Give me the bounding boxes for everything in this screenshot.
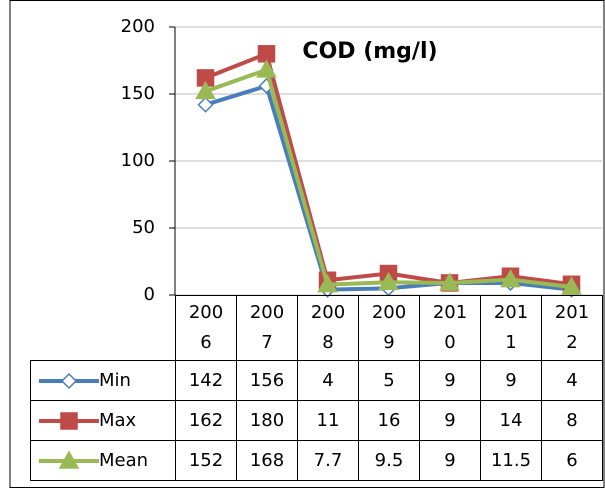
table-value: 168 xyxy=(236,440,298,481)
legend-symbol xyxy=(39,372,99,389)
legend-marker xyxy=(58,449,80,469)
series-line xyxy=(204,83,572,292)
table-value: 9 xyxy=(419,440,481,481)
table-value: 162 xyxy=(175,400,237,441)
table-value: 7.7 xyxy=(297,440,359,481)
table-value: 9 xyxy=(419,400,481,441)
x-tick-label: 2008 xyxy=(297,295,359,361)
legend-label: Min xyxy=(99,369,131,391)
legend-marker xyxy=(60,411,78,430)
table-value: 9 xyxy=(419,360,481,401)
chart-title: COD (mg/l) xyxy=(302,39,437,64)
legend-marker xyxy=(60,372,78,389)
y-tick-label: 100 xyxy=(121,150,155,171)
data-point xyxy=(378,271,399,291)
table-value: 180 xyxy=(236,400,298,441)
data-point xyxy=(256,59,277,78)
x-tick-label: 2009 xyxy=(358,295,420,361)
table-value: 142 xyxy=(175,360,237,401)
x-tick-label: 2011 xyxy=(480,295,542,361)
legend-cell: Min xyxy=(30,360,176,401)
data-point xyxy=(439,272,460,291)
table-value: 5 xyxy=(358,360,420,401)
y-tick-label: 150 xyxy=(121,83,155,104)
x-tick-label: 2012 xyxy=(541,295,603,361)
data-point xyxy=(317,274,338,293)
y-tick-label: 0 xyxy=(144,284,155,305)
table-value: 4 xyxy=(297,360,359,401)
legend-label: Mean xyxy=(99,449,149,471)
data-point xyxy=(195,80,216,100)
x-tick-label: 2006 xyxy=(175,295,237,361)
table-value: 9.5 xyxy=(358,440,420,481)
table-value: 156 xyxy=(236,360,298,401)
table-value: 4 xyxy=(541,360,603,401)
legend-cell: Mean xyxy=(30,440,176,481)
table-value: 11 xyxy=(297,400,359,441)
table-value: 16 xyxy=(358,400,420,441)
data-point xyxy=(500,269,521,288)
legend-label: Max xyxy=(99,409,137,431)
table-value: 152 xyxy=(175,440,237,481)
x-tick-label: 2007 xyxy=(236,295,298,361)
legend-cell: Max xyxy=(30,400,176,441)
table-value: 9 xyxy=(480,360,542,401)
series-line xyxy=(204,67,572,289)
y-tick-label: 50 xyxy=(132,217,155,238)
y-tick-label: 200 xyxy=(121,16,155,37)
table-value: 11.5 xyxy=(480,440,542,481)
table-value: 8 xyxy=(541,400,603,441)
legend-symbol xyxy=(39,411,99,430)
x-tick-label: 2010 xyxy=(419,295,481,361)
data-point xyxy=(561,276,582,295)
table-value: 14 xyxy=(480,400,542,441)
legend-symbol xyxy=(39,449,99,469)
table-value: 6 xyxy=(541,440,603,481)
data-point xyxy=(197,96,214,113)
